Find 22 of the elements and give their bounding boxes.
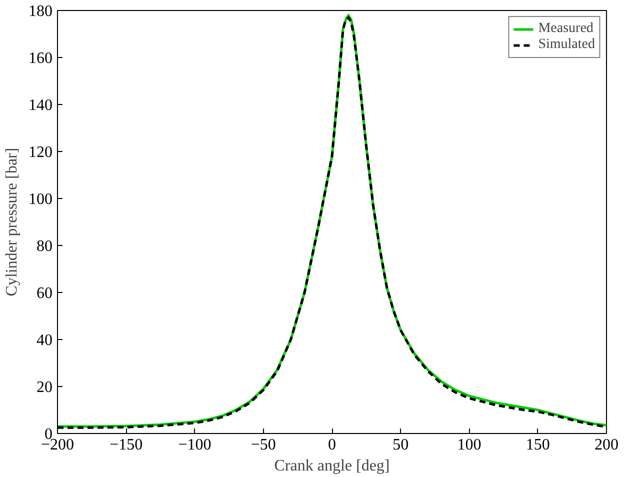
legend-label: Simulated (538, 37, 595, 53)
y-tick-label: 20 (36, 379, 52, 396)
x-tick-label: −150 (110, 436, 143, 454)
x-tick-label: 150 (526, 436, 550, 454)
y-axis-title: Cylinder pressure [bar] (4, 148, 20, 296)
y-tick-label: 80 (36, 238, 52, 255)
legend-label: Measured (538, 21, 594, 37)
y-tick-label: 40 (36, 332, 52, 349)
x-tick-label: 200 (594, 436, 618, 454)
x-tick-label: −50 (250, 436, 276, 454)
y-tick-label: 120 (28, 144, 52, 161)
y-tick-label: 100 (28, 191, 52, 208)
x-axis-title: Crank angle [deg] (274, 458, 390, 474)
y-tick-label: 160 (28, 50, 52, 67)
y-tick-label: 140 (28, 97, 52, 114)
y-tick-label: 0 (44, 426, 52, 443)
x-tick-label: 50 (392, 436, 409, 454)
y-tick-label: 180 (28, 3, 52, 20)
y-tick-label: 60 (36, 285, 52, 302)
x-tick-label: −100 (178, 436, 212, 454)
x-tick-label: 100 (457, 436, 482, 454)
x-tick-label: 0 (328, 436, 336, 454)
